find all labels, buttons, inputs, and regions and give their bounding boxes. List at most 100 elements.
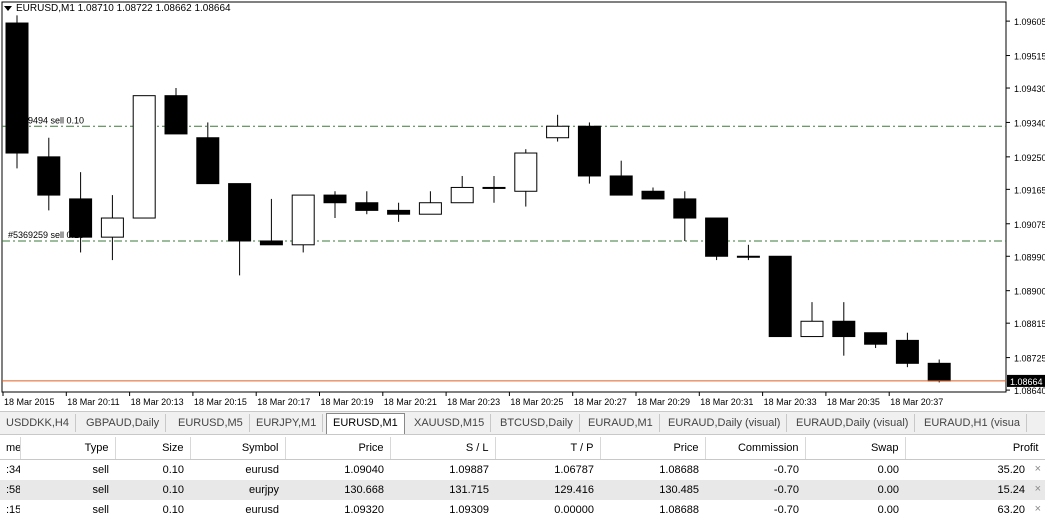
time-label: 18 Mar 20:23 <box>447 397 500 407</box>
trade-cell: eurusd <box>245 504 279 516</box>
column-header[interactable]: me <box>0 437 21 460</box>
trade-cell: :58 <box>0 480 20 500</box>
column-header[interactable]: Profit <box>905 437 1045 460</box>
candle-bull <box>450 186 474 204</box>
column-header[interactable]: Commission <box>705 437 806 460</box>
trade-row[interactable]: :58 sell 0.10 eurjpy 130.668 131.715 129.416 13… <box>0 480 1045 500</box>
current-price-box <box>1007 374 1045 387</box>
close-trade-icon[interactable]: × <box>1034 483 1041 495</box>
price-label: 1.09430 <box>1014 84 1045 94</box>
trade-row[interactable]: :34 sell 0.10 eurusd 1.09040 1.09887 1.06787 1.… <box>0 460 1045 481</box>
trade-cell: 0.00000 <box>554 504 594 516</box>
column-header[interactable]: T / P <box>495 437 601 460</box>
trade-cell: 63.20 × <box>905 500 1045 520</box>
order-line-label: #5369494 sell 0.10 <box>8 115 84 125</box>
trade-cell: sell <box>92 504 109 516</box>
column-header[interactable]: Size <box>115 437 191 460</box>
tab-gbpaud-daily[interactable]: GBPAUD,Daily <box>80 414 167 432</box>
column-header[interactable]: Type <box>20 437 116 460</box>
trade-cell: 1.09320 <box>344 504 384 516</box>
trade-cell: 131.715 <box>390 480 495 500</box>
tab-eurusd-m1[interactable]: EURUSD,M1 <box>326 413 405 434</box>
price-label: 1.09250 <box>1014 153 1045 163</box>
trade-cell: 130.668 <box>285 480 390 500</box>
chart-area[interactable]: 1.09605 1.09515 1.09430 1.09340 1.09250 1.091… <box>0 0 1045 409</box>
candle-bear <box>832 320 856 338</box>
chart-menu-triangle-icon[interactable] <box>4 6 12 11</box>
time-label: 18 Mar 20:17 <box>257 397 310 407</box>
price-label: 1.09605 <box>1014 17 1045 27</box>
trade-cell: :34 <box>6 464 20 476</box>
time-label: 18 Mar 20:33 <box>764 397 817 407</box>
candle-bear <box>164 95 188 135</box>
column-header[interactable]: S / L <box>390 437 496 460</box>
candle-bear <box>609 175 633 196</box>
column-header[interactable]: Price <box>285 437 391 460</box>
tab-euraud-daily-visual[interactable]: EURAUD,Daily (visual) <box>790 414 916 432</box>
price-label: 1.08815 <box>1014 319 1045 329</box>
candle-bear <box>259 240 283 246</box>
trade-cell: 0.10 <box>162 464 184 476</box>
plot-frame <box>1 1 1007 393</box>
trade-cell: -0.70 <box>773 504 799 516</box>
trade-row[interactable]: :15 sell 0.10 eurusd 1.09320 1.09309 0.00000 1.… <box>0 500 1045 520</box>
candle-bear <box>864 332 888 345</box>
candle-bear <box>673 198 697 219</box>
candle-bear <box>387 209 411 215</box>
column-header[interactable]: Swap <box>805 437 906 460</box>
trade-profit: 35.20 <box>997 464 1025 476</box>
column-header[interactable]: Symbol <box>190 437 286 460</box>
tab-eurusd-m5[interactable]: EURUSD,M5 <box>172 414 250 432</box>
candle-bear <box>705 217 729 257</box>
trade-cell: sell <box>92 464 109 476</box>
trade-cell: 1.06787 <box>554 464 594 476</box>
time-label: 18 Mar 2015 <box>4 397 55 407</box>
trade-cell: eurusd <box>245 464 279 476</box>
price-label: 1.09075 <box>1014 220 1045 230</box>
trade-cell: -0.70 <box>773 464 799 476</box>
candle-bear <box>69 198 93 238</box>
tab-usddkk-h4[interactable]: USDDKK,H4 <box>0 414 76 432</box>
time-label: 18 Mar 20:15 <box>194 397 247 407</box>
candle-bull <box>800 320 824 338</box>
candle-bear <box>927 362 951 382</box>
trade-cell: 130.485 <box>600 480 705 500</box>
trade-cell: 129.416 <box>495 480 600 500</box>
trade-cell: sell <box>20 480 115 500</box>
time-label: 18 Mar 20:37 <box>890 397 943 407</box>
column-header[interactable]: Price <box>600 437 706 460</box>
price-label: 1.08990 <box>1014 252 1045 262</box>
price-label: 1.09340 <box>1014 118 1045 128</box>
time-label: 18 Mar 20:13 <box>131 397 184 407</box>
tab-euraud-h1-visua[interactable]: EURAUD,H1 (visua <box>918 414 1027 432</box>
trade-cell: 1.09887 <box>449 464 489 476</box>
trade-cell: 0.00 <box>877 504 899 516</box>
trade-cell: 1.09040 <box>344 464 384 476</box>
trade-profit: 63.20 <box>997 504 1025 516</box>
candle-bull <box>514 152 538 192</box>
tab-xauusd-m15[interactable]: XAUUSD,M15 <box>408 414 492 432</box>
order-line-label: #5369259 sell 0.10 <box>8 230 84 240</box>
tab-euraud-m1[interactable]: EURAUD,M1 <box>582 414 660 432</box>
candle-bull <box>418 202 442 215</box>
price-chart[interactable]: 1.09605 1.09515 1.09430 1.09340 1.09250 1.091… <box>0 0 1045 409</box>
tab-btcusd-daily[interactable]: BTCUSD,Daily <box>494 414 580 432</box>
candle-bear <box>641 190 665 200</box>
price-label: 1.08640 <box>1014 386 1045 396</box>
close-trade-icon[interactable]: × <box>1034 503 1041 515</box>
tab-euraud-daily-visual[interactable]: EURAUD,Daily (visual) <box>662 414 788 432</box>
trade-cell: 0.10 <box>162 504 184 516</box>
trade-cell: 15.24 × <box>905 480 1045 500</box>
candle-bear <box>577 125 601 177</box>
trade-cell: 1.08688 <box>659 464 699 476</box>
price-label: 1.08900 <box>1014 287 1045 297</box>
tab-eurjpy-m1[interactable]: EURJPY,M1 <box>250 414 324 432</box>
candle-bull <box>100 217 124 238</box>
chart-title: EURUSD,M1 1.08710 1.08722 1.08662 1.0866… <box>4 3 231 14</box>
candle-bear <box>323 194 347 204</box>
close-trade-icon[interactable]: × <box>1034 463 1041 475</box>
trade-cell: 0.00 <box>877 464 899 476</box>
